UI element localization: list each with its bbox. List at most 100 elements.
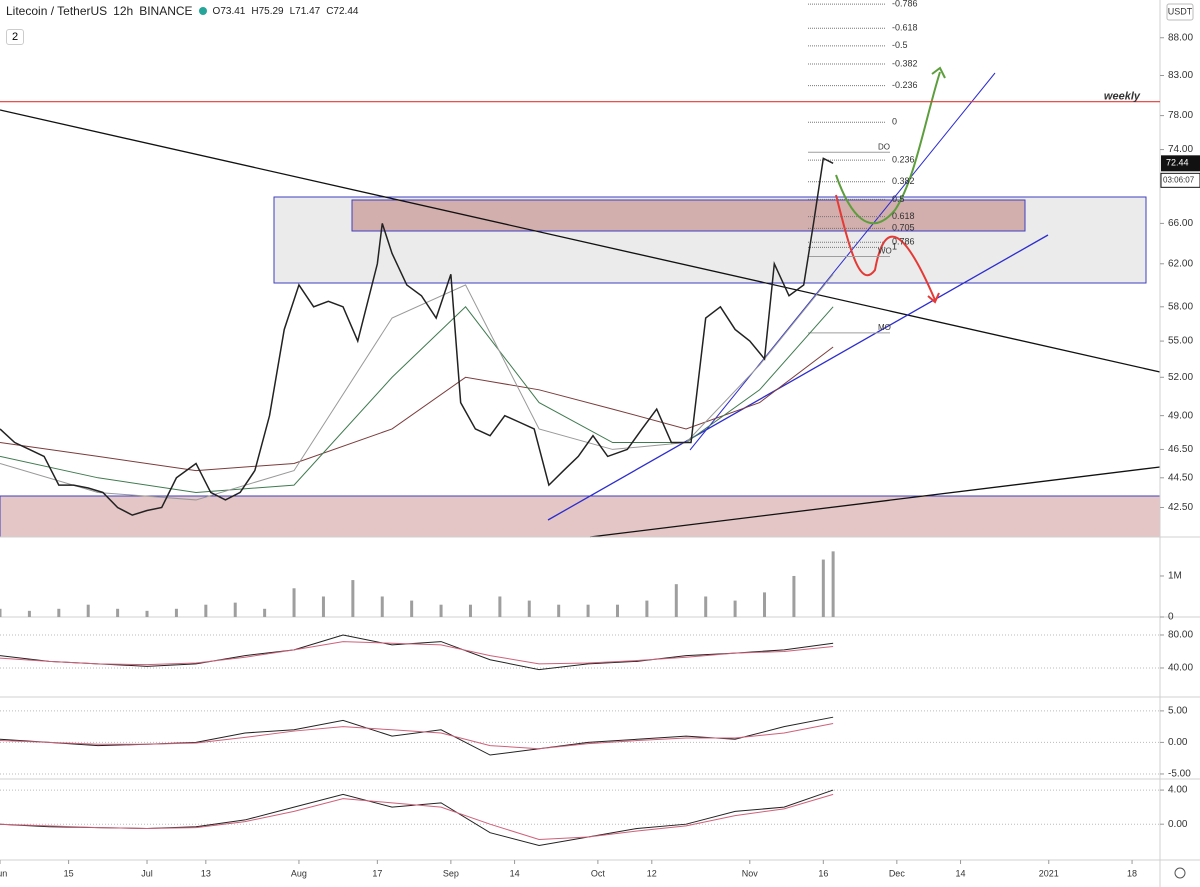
drawings (0, 66, 1161, 538)
high: H75.29 (251, 5, 284, 17)
volume-bar (27, 610, 31, 617)
y-tick-label: 1M (1168, 571, 1182, 582)
x-tick-label: Jun (0, 868, 7, 878)
countdown-tag (1160, 172, 1200, 188)
x-tick-label: 12 (647, 868, 657, 878)
volume-bar (674, 584, 678, 617)
fib-label: -0.5 (892, 40, 908, 50)
volume-bar (145, 610, 149, 617)
x-tick-label: 15 (64, 868, 74, 878)
x-tick-label: 18 (1127, 868, 1137, 878)
volume-bar (410, 600, 414, 617)
volume-bar (351, 580, 355, 617)
y-tick-label: 0.00 (1168, 819, 1188, 830)
volume-bar (557, 604, 561, 617)
currency: USDT (1168, 6, 1193, 16)
status-dot (198, 7, 207, 15)
y-tick-label: 44.50 (1168, 472, 1193, 483)
volume-bar (645, 600, 649, 617)
supply-zone (351, 199, 1026, 232)
x-tick-label: Jul (141, 868, 153, 878)
series-line (0, 716, 834, 756)
demand-zone (0, 495, 1161, 538)
series-line (0, 723, 834, 750)
low: L71.47 (289, 5, 321, 17)
y-tick-label: 78.00 (1168, 110, 1193, 121)
level-label: WO (878, 247, 892, 256)
pane: 4.00 0.00 (0, 785, 1188, 847)
volume-bar (527, 600, 531, 617)
volume-bar (439, 604, 443, 617)
trend-line (0, 109, 1161, 373)
moving-average (0, 346, 834, 472)
x-tick-label: 13 (201, 868, 211, 878)
volume-bar (292, 588, 296, 617)
fib-label: -0.786 (892, 0, 918, 9)
y-tick-label: 66.00 (1168, 218, 1193, 229)
fib-label: 0.5 (892, 194, 905, 204)
bear-arrow (835, 194, 936, 301)
volume-bar (57, 608, 61, 617)
x-tick-label: 16 (818, 868, 828, 878)
volume-bar (615, 604, 619, 617)
fib-label: 0.705 (892, 223, 915, 233)
volume-bar (380, 596, 384, 617)
y-tick-label: 58.00 (1168, 301, 1193, 312)
settings-icon[interactable] (1174, 867, 1186, 879)
volume-bar (86, 604, 90, 617)
fib-label: 1 (892, 242, 897, 252)
fib-label: -0.236 (892, 80, 918, 90)
volume-bar (498, 596, 502, 617)
y-tick-label: 49.00 (1168, 410, 1193, 421)
y-tick-label: 4.00 (1168, 785, 1188, 796)
fib-label: 0.236 (892, 154, 915, 164)
fib-label: -0.382 (892, 58, 918, 68)
x-tick-label: Nov (742, 868, 759, 878)
symbol: Litecoin / TetherUS (6, 4, 108, 18)
current-price: 72.44 (1166, 158, 1189, 168)
y-tick-label: 74.00 (1168, 144, 1193, 155)
fib-label: 0.618 (892, 211, 915, 221)
interval: 12h (113, 4, 134, 18)
y-tick-label: 5.00 (1168, 706, 1188, 717)
volume-bar (233, 602, 237, 617)
x-tick-label: Sep (443, 868, 459, 878)
y-tick-label: 88.00 (1168, 32, 1193, 43)
volume-bar (174, 608, 178, 617)
volume-bar (116, 608, 120, 617)
x-tick-label: Dec (889, 868, 906, 878)
trend-line (547, 234, 1049, 521)
y-tick-label: 42.50 (1168, 502, 1193, 513)
volume-bar (733, 600, 737, 617)
y-tick-label: 46.50 (1168, 444, 1193, 455)
y-tick-label: 83.00 (1168, 70, 1193, 81)
open: O73.41 (212, 5, 246, 17)
collapse-button[interactable]: 2 (6, 29, 25, 45)
arrow-head (927, 292, 940, 304)
bull-arrow (835, 71, 941, 225)
volume-bar (0, 608, 2, 617)
pane: 5.00 0.00 -5.00 (0, 706, 1191, 780)
countdown: 03:06:07 (1163, 175, 1195, 184)
volume-bar (763, 592, 767, 617)
volume-bar (204, 604, 208, 617)
moving-average (0, 273, 834, 501)
x-tick-label: 14 (956, 868, 966, 878)
y-tick-label: 55.00 (1168, 336, 1193, 347)
moving-average (0, 306, 834, 493)
currency-box[interactable] (1166, 3, 1194, 21)
series-line (0, 641, 834, 666)
fib-label: -0.618 (892, 23, 918, 33)
y-tick-label: 62.00 (1168, 258, 1193, 269)
header: Litecoin / TetherUS 12h BINANCE O73.41 H… (6, 4, 358, 18)
x-tick-label: 14 (510, 868, 520, 878)
volume-bar (821, 559, 825, 617)
exchange: BINANCE (139, 4, 193, 18)
y-tick-label: 0.00 (1168, 737, 1188, 748)
x-tick-label: Oct (591, 868, 606, 878)
volume-bar (263, 608, 267, 617)
volume-bar (586, 604, 590, 617)
